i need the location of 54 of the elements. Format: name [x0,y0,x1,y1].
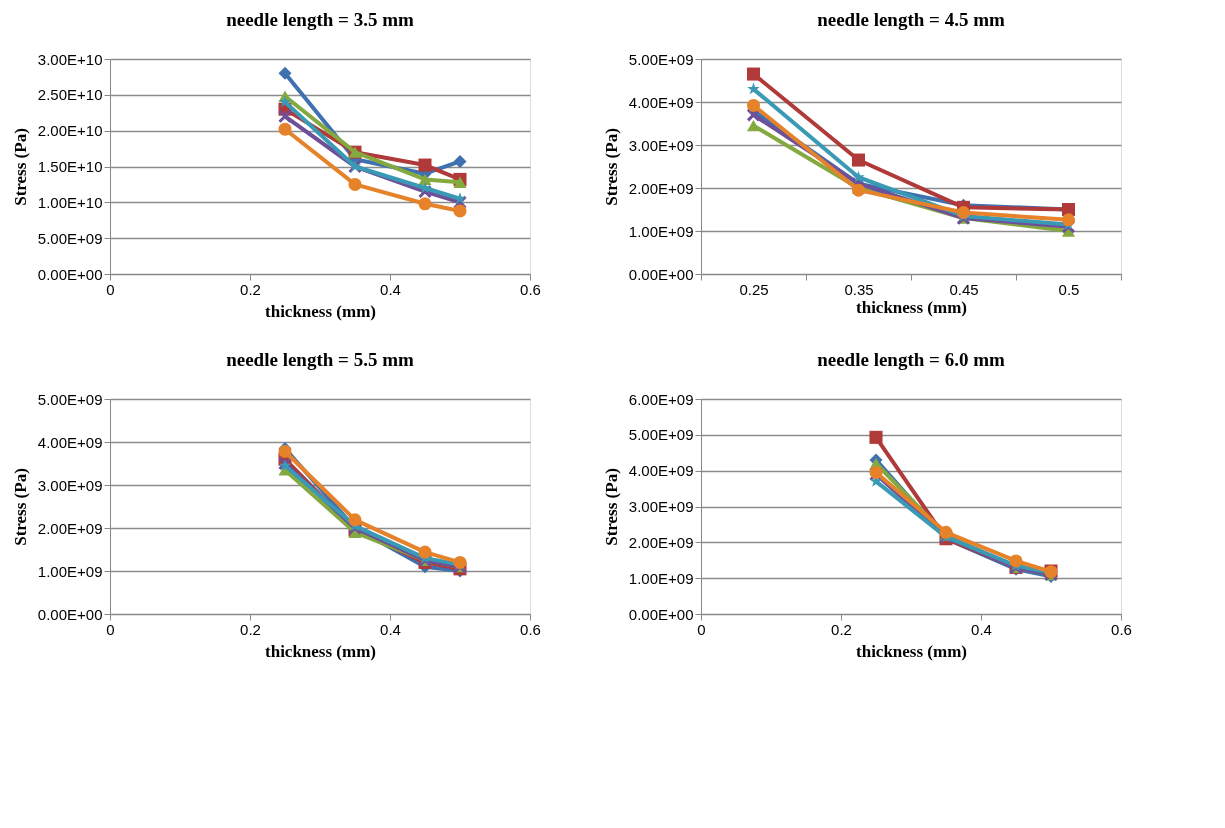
y-tick-label: 2.50E+10 [37,86,103,104]
x-tick-label: 0.25 [739,280,769,298]
x-tick-label: 0.4 [971,620,992,638]
y-tick-label: 2.00E+09 [628,179,694,197]
x-tick-label: 0 [106,280,115,298]
chart-title: needle length = 3.5 mm [226,9,414,30]
x-tick-label: 0.4 [380,280,401,298]
y-axis-title: Stress (Pa) [601,468,621,546]
chart-title: needle length = 4.5 mm [817,9,1005,30]
x-tick-label: 0.5 [1058,280,1080,298]
x-axis-title: thickness (mm) [856,297,967,317]
y-tick-label: 4.00E+09 [628,93,694,111]
chart-title: needle length = 6.0 mm [817,349,1005,370]
y-tick-label: 2.00E+09 [37,519,103,537]
y-tick-label: 5.00E+09 [37,229,103,247]
y-axis-title: Stress (Pa) [10,468,30,546]
x-tick-label: 0.2 [240,280,261,298]
y-tick-label: 3.00E+09 [628,136,694,154]
y-tick-label: 0.00E+00 [628,265,694,283]
y-axis-title: Stress (Pa) [601,128,621,206]
y-tick-label: 1.00E+09 [628,569,694,587]
y-tick-label: 6.00E+09 [628,390,694,408]
x-tick-label: 0.6 [1111,620,1132,638]
y-axis-title: Stress (Pa) [10,128,30,206]
x-tick-label: 0.2 [831,620,852,638]
y-tick-label: 0.00E+00 [37,265,103,283]
y-tick-label: 1.50E+10 [37,158,103,175]
y-tick-label: 5.00E+09 [628,50,694,68]
y-tick-label: 1.00E+10 [37,193,103,211]
y-tick-label: 1.00E+09 [628,222,694,240]
y-tick-label: 5.00E+09 [628,426,694,444]
x-tick-label: 0 [106,620,115,638]
y-tick-label: 4.00E+09 [37,433,103,451]
y-tick-label: 5.00E+09 [37,390,103,408]
x-axis-title: thickness (mm) [265,641,376,661]
x-tick-label: 0.2 [240,620,261,638]
y-tick-label: 0.00E+00 [628,605,694,623]
y-tick-label: 2.00E+09 [628,533,694,551]
y-tick-label: 3.00E+09 [37,476,103,494]
x-tick-label: 0.4 [380,620,401,638]
y-tick-label: 2.00E+10 [37,122,103,140]
y-tick-label: 3.00E+09 [628,498,694,515]
x-tick-label: 0 [697,620,706,638]
x-tick-label: 0.6 [520,280,541,298]
x-tick-label: 0.6 [520,620,541,638]
chart-title: needle length = 5.5 mm [226,349,414,370]
y-tick-label: 4.00E+09 [628,462,694,480]
y-tick-label: 0.00E+00 [37,605,103,623]
y-tick-label: 1.00E+09 [37,562,103,580]
y-tick-label: 3.00E+10 [37,50,103,68]
x-tick-label: 0.35 [844,280,874,298]
x-tick-label: 0.45 [949,280,979,298]
x-axis-title: thickness (mm) [856,641,967,661]
x-axis-title: thickness (mm) [265,301,376,321]
